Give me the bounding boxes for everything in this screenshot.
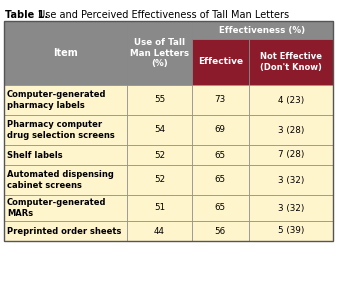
Bar [127,21,191,85]
Bar [127,221,191,241]
Text: 65: 65 [215,176,226,185]
Text: Table 1.: Table 1. [5,10,48,20]
Text: 3 (32): 3 (32) [278,176,304,185]
Text: 5 (39): 5 (39) [278,226,304,236]
Bar [191,221,249,241]
Bar [127,145,191,165]
Bar [249,195,333,221]
Text: Effective: Effective [198,57,243,67]
Text: 73: 73 [215,96,226,105]
Text: 7 (28): 7 (28) [278,151,304,159]
Bar [191,115,249,145]
Bar [4,21,127,85]
Text: 3 (28): 3 (28) [278,125,304,134]
Text: Item: Item [53,48,78,58]
Bar [191,165,249,195]
Bar [191,21,333,39]
Text: Not Effective
(Don't Know): Not Effective (Don't Know) [260,52,322,72]
Bar [249,85,333,115]
Bar [4,165,127,195]
Bar [4,221,127,241]
Bar [127,115,191,145]
Text: Use of Tall
Man Letters
(%): Use of Tall Man Letters (%) [130,38,189,68]
Bar [4,115,127,145]
Text: 4 (23): 4 (23) [278,96,304,105]
Bar [191,85,249,115]
Text: Computer-generated
MARs: Computer-generated MARs [7,198,106,218]
Text: 54: 54 [154,125,165,134]
Bar [249,39,333,85]
Text: Automated dispensing
cabinet screens: Automated dispensing cabinet screens [7,170,114,190]
Text: Pharmacy computer
drug selection screens: Pharmacy computer drug selection screens [7,120,115,140]
Bar [4,195,127,221]
Bar [191,39,249,85]
Bar [191,145,249,165]
Bar [249,165,333,195]
Bar [249,145,333,165]
Text: 69: 69 [215,125,226,134]
Bar [4,85,127,115]
Text: 65: 65 [215,151,226,159]
Bar [4,145,127,165]
Text: 51: 51 [154,204,165,212]
Text: Use and Perceived Effectiveness of Tall Man Letters: Use and Perceived Effectiveness of Tall … [35,10,289,20]
Bar [249,115,333,145]
Text: 55: 55 [154,96,165,105]
Text: 52: 52 [154,151,165,159]
Text: Shelf labels: Shelf labels [7,151,63,159]
Bar [127,85,191,115]
Bar [127,195,191,221]
Text: Computer-generated
pharmacy labels: Computer-generated pharmacy labels [7,90,106,110]
Text: 44: 44 [154,226,165,236]
Bar [4,21,333,241]
Text: 3 (32): 3 (32) [278,204,304,212]
Text: 65: 65 [215,204,226,212]
Text: 52: 52 [154,176,165,185]
Bar [191,195,249,221]
Text: Preprinted order sheets: Preprinted order sheets [7,226,121,236]
Text: 56: 56 [215,226,226,236]
Text: Effectiveness (%): Effectiveness (%) [219,25,305,35]
Bar [127,165,191,195]
Bar [249,221,333,241]
